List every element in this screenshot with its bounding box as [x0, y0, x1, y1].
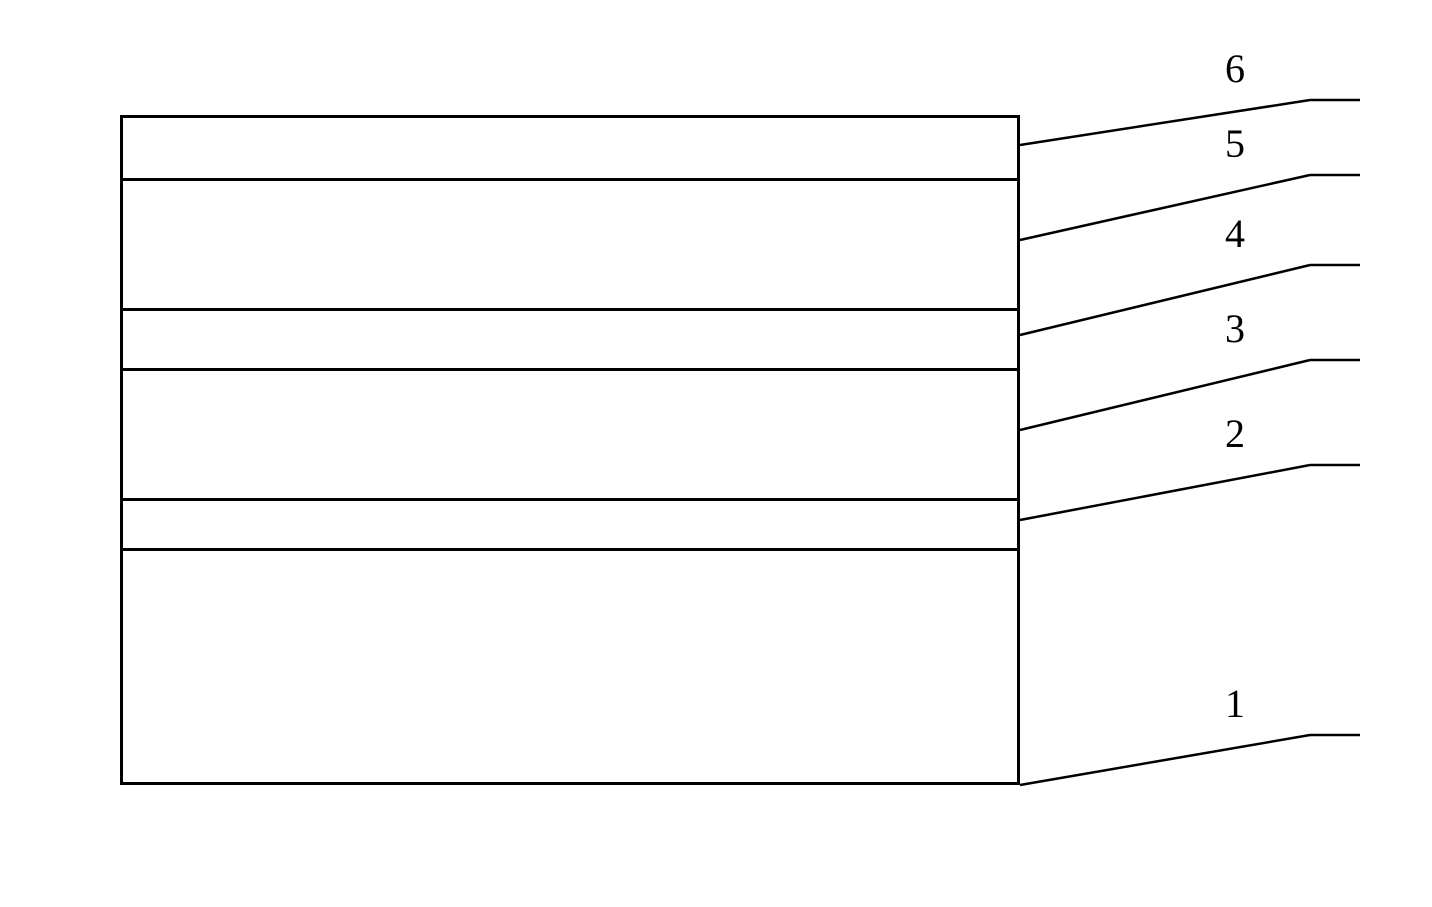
leader-2-diag	[1020, 465, 1310, 520]
leader-5	[1020, 175, 1360, 240]
label-1: 1	[1225, 680, 1245, 727]
layer-diagram	[120, 115, 1020, 785]
leader-5-diag	[1020, 175, 1310, 240]
leader-3	[1020, 360, 1360, 430]
leader-4	[1020, 265, 1360, 335]
leader-1-diag	[1020, 735, 1310, 785]
layer-divider-2-3	[123, 498, 1017, 501]
leader-6-diag	[1020, 100, 1310, 145]
layer-divider-4-5	[123, 308, 1017, 311]
label-2: 2	[1225, 410, 1245, 457]
leader-4-diag	[1020, 265, 1310, 335]
label-6: 6	[1225, 45, 1245, 92]
leader-1	[1020, 735, 1360, 785]
leader-6	[1020, 100, 1360, 145]
layer-stack	[120, 115, 1020, 785]
layer-divider-5-6	[123, 178, 1017, 181]
leader-2	[1020, 465, 1360, 520]
label-4: 4	[1225, 210, 1245, 257]
layer-divider-1-2	[123, 548, 1017, 551]
label-3: 3	[1225, 305, 1245, 352]
layer-divider-3-4	[123, 368, 1017, 371]
leader-3-diag	[1020, 360, 1310, 430]
label-5: 5	[1225, 120, 1245, 167]
